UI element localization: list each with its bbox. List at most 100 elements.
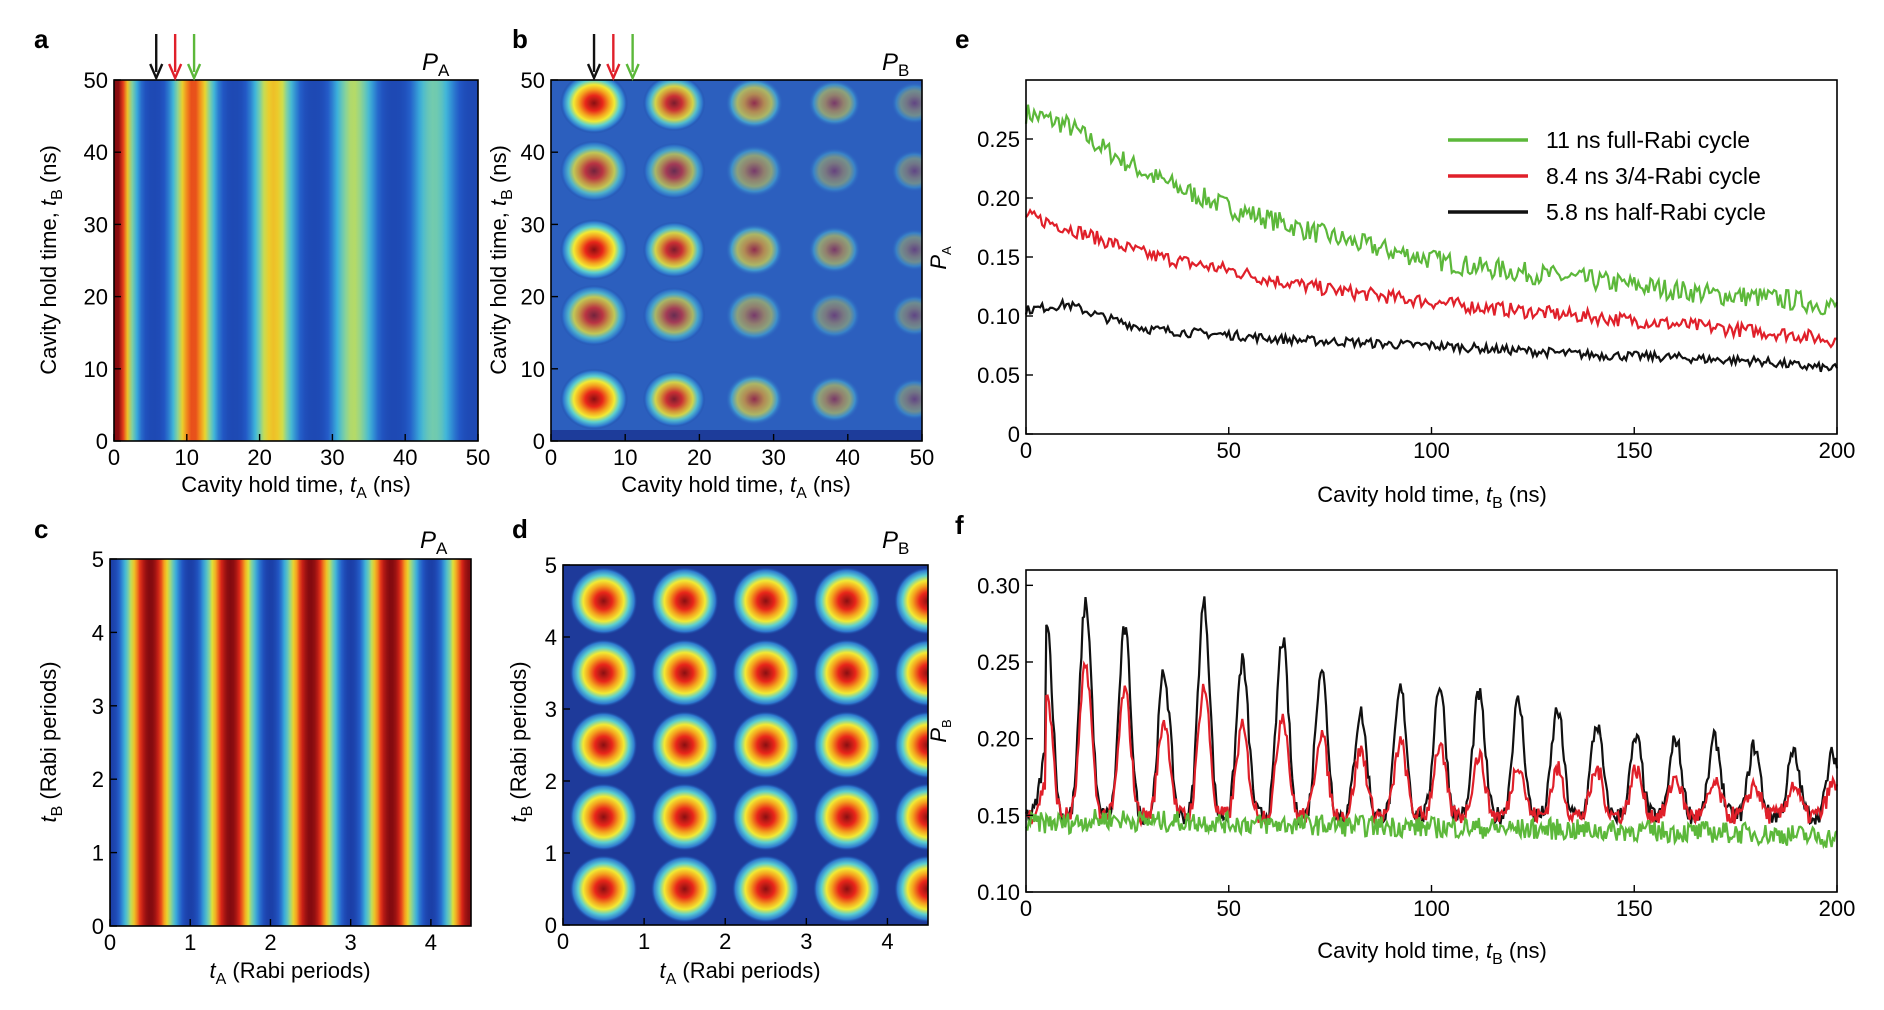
- heatmap-blob: [812, 783, 881, 851]
- heatmap-blob: [812, 639, 881, 707]
- panel-a-y-ticks: 0 10 20 30 40 50: [84, 68, 121, 454]
- panel-e-letter: e: [955, 24, 969, 54]
- x-tick-label: 50: [1217, 438, 1241, 463]
- heatmap-blob: [891, 294, 922, 337]
- panel-d-ylabel: tB (Rabi periods): [506, 661, 536, 822]
- panel-c-ylabel: tB (Rabi periods): [36, 661, 66, 822]
- panel-b-bottom-strip: [551, 430, 922, 441]
- series-line-red: [1025, 207, 1838, 349]
- panel-a-corner-label: PA: [422, 49, 450, 80]
- y-tick-label: 0.30: [977, 573, 1020, 598]
- y-tick-label: 3: [545, 697, 557, 722]
- x-tick-label: 4: [425, 930, 437, 955]
- heatmap-blob: [731, 711, 800, 779]
- panel-e: e 0 50 100 150 200 0 0.05 0.10 0.15 0.20 0.25 11 …: [926, 24, 1855, 512]
- y-tick-label: 0.20: [977, 186, 1020, 211]
- y-tick-label: 0: [545, 913, 557, 938]
- panel-a-frame: [113, 79, 479, 442]
- panel-d-heatmap: [563, 565, 928, 925]
- heatmap-blob: [812, 855, 881, 923]
- arrow-head: [186, 63, 202, 82]
- heatmap-blob: [725, 145, 783, 197]
- y-tick-label: 0.10: [977, 880, 1020, 905]
- heatmap-blob: [808, 226, 861, 273]
- heatmap-blob: [731, 855, 800, 923]
- panel-c-xlabel: tA (Rabi periods): [209, 958, 370, 988]
- panel-a-letter: a: [34, 24, 49, 54]
- panel-b-y-ticks: 0 10 20 30 40 50: [521, 68, 558, 454]
- series-line-black: [1024, 296, 1838, 373]
- x-tick-label: 100: [1413, 438, 1450, 463]
- heatmap-blob: [569, 639, 638, 707]
- heatmap-blob: [560, 368, 629, 430]
- y-tick-label: 0.20: [977, 727, 1020, 752]
- heatmap-blob: [569, 567, 638, 635]
- heatmap-blob: [642, 142, 706, 200]
- panel-b-heatmap: [551, 80, 922, 441]
- heatmap-blob: [560, 284, 629, 346]
- y-tick-label: 0.25: [977, 650, 1020, 675]
- x-tick-label: 10: [613, 445, 637, 470]
- series-line-red: [1025, 660, 1839, 828]
- heatmap-blob: [894, 567, 928, 635]
- x-tick-label: 10: [175, 445, 199, 470]
- x-tick-label: 0: [104, 930, 116, 955]
- heatmap-blob: [642, 287, 706, 344]
- heatmap-blob: [808, 375, 861, 423]
- heatmap-blob: [731, 567, 800, 635]
- y-tick-label: 40: [84, 140, 108, 165]
- panel-e-x-ticks: 0 50 100 150 200: [1020, 427, 1855, 463]
- heatmap-blob: [891, 150, 922, 192]
- x-tick-label: 0: [1020, 896, 1032, 921]
- panel-a-arrows: [149, 34, 202, 82]
- x-tick-label: 150: [1616, 896, 1653, 921]
- x-tick-label: 3: [345, 930, 357, 955]
- y-tick-label: 10: [84, 357, 108, 382]
- panel-c-heatmap: [110, 559, 471, 926]
- panel-f-x-ticks: 0 50 100 150 200: [1020, 885, 1855, 921]
- heatmap-blob: [812, 711, 881, 779]
- y-tick-label: 1: [92, 841, 104, 866]
- heatmap-blob: [650, 567, 719, 635]
- x-tick-label: 0: [557, 929, 569, 954]
- heatmap-blob: [569, 855, 638, 923]
- y-tick-label: 20: [521, 285, 545, 310]
- arrow-head: [606, 63, 621, 82]
- panel-f: f 0 50 100 150 200 0.10 0.15 0.20 0.25 0.30 Cavi…: [926, 510, 1855, 968]
- legend-label: 8.4 ns 3/4-Rabi cycle: [1546, 163, 1761, 189]
- heatmap-blob: [808, 80, 861, 127]
- y-tick-label: 0.25: [977, 127, 1020, 152]
- heatmap-blob: [642, 221, 706, 278]
- y-tick-label: 30: [521, 212, 545, 237]
- panel-e-xlabel: Cavity hold time, tB (ns): [1317, 482, 1547, 512]
- y-tick-label: 40: [521, 140, 545, 165]
- x-tick-label: 50: [910, 445, 934, 470]
- x-tick-label: 2: [719, 929, 731, 954]
- panel-e-ylabel: PA: [926, 246, 954, 270]
- panel-a: a PA 0 10 20 30 40 50 0 10 20 30 40 50 Cavity hold…: [34, 24, 490, 502]
- x-tick-label: 50: [466, 445, 490, 470]
- heatmap-blob: [891, 82, 922, 124]
- heatmap-blob: [891, 378, 922, 420]
- panel-c-letter: c: [34, 514, 48, 544]
- x-tick-label: 3: [800, 929, 812, 954]
- heatmap-blob: [650, 855, 719, 923]
- arrow-head: [168, 63, 183, 82]
- panel-b-corner-label: PB: [882, 49, 909, 80]
- heatmap-blob: [725, 223, 783, 276]
- heatmap-blob: [560, 80, 629, 134]
- heatmap-blob: [725, 373, 783, 425]
- x-tick-label: 1: [184, 930, 196, 955]
- legend-label: 11 ns full-Rabi cycle: [1546, 127, 1750, 153]
- series-line-green: [1024, 104, 1838, 316]
- legend-label: 5.8 ns half-Rabi cycle: [1546, 199, 1766, 225]
- y-tick-label: 0: [96, 429, 108, 454]
- heatmap-blob: [569, 783, 638, 851]
- heatmap-blob: [560, 219, 629, 281]
- heatmap-blob: [560, 140, 629, 202]
- panel-b: b PB 0 10 20 30 40 50 0 10 20 30 40 50 Cavity hold…: [486, 24, 934, 502]
- panel-d-xlabel: tA (Rabi periods): [659, 958, 820, 988]
- y-tick-label: 5: [545, 553, 557, 578]
- y-tick-label: 30: [84, 212, 108, 237]
